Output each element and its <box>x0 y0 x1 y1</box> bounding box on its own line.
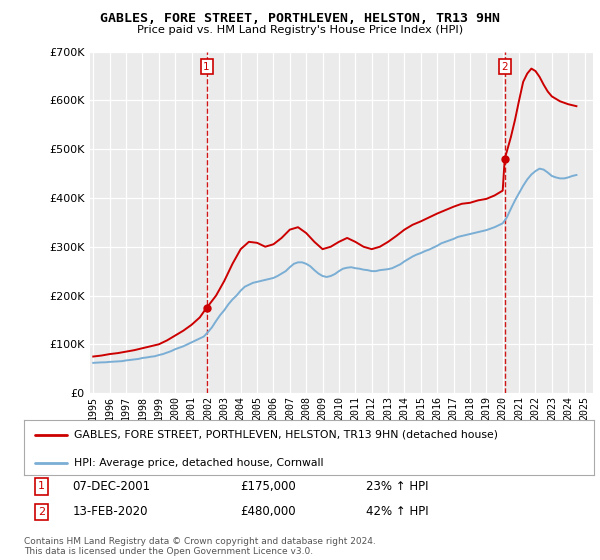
Text: £175,000: £175,000 <box>241 480 296 493</box>
Text: Contains HM Land Registry data © Crown copyright and database right 2024.
This d: Contains HM Land Registry data © Crown c… <box>24 537 376 557</box>
Text: GABLES, FORE STREET, PORTHLEVEN, HELSTON, TR13 9HN (detached house): GABLES, FORE STREET, PORTHLEVEN, HELSTON… <box>74 430 498 440</box>
Text: HPI: Average price, detached house, Cornwall: HPI: Average price, detached house, Corn… <box>74 458 323 468</box>
Text: 13-FEB-2020: 13-FEB-2020 <box>73 505 148 519</box>
Text: 2: 2 <box>502 62 508 72</box>
Text: 23% ↑ HPI: 23% ↑ HPI <box>366 480 428 493</box>
Text: GABLES, FORE STREET, PORTHLEVEN, HELSTON, TR13 9HN: GABLES, FORE STREET, PORTHLEVEN, HELSTON… <box>100 12 500 25</box>
Text: Price paid vs. HM Land Registry's House Price Index (HPI): Price paid vs. HM Land Registry's House … <box>137 25 463 35</box>
Text: 42% ↑ HPI: 42% ↑ HPI <box>366 505 428 519</box>
Text: £480,000: £480,000 <box>241 505 296 519</box>
Text: 2: 2 <box>38 507 46 517</box>
Text: 07-DEC-2001: 07-DEC-2001 <box>73 480 151 493</box>
Text: 1: 1 <box>203 62 210 72</box>
Text: 1: 1 <box>38 482 45 491</box>
